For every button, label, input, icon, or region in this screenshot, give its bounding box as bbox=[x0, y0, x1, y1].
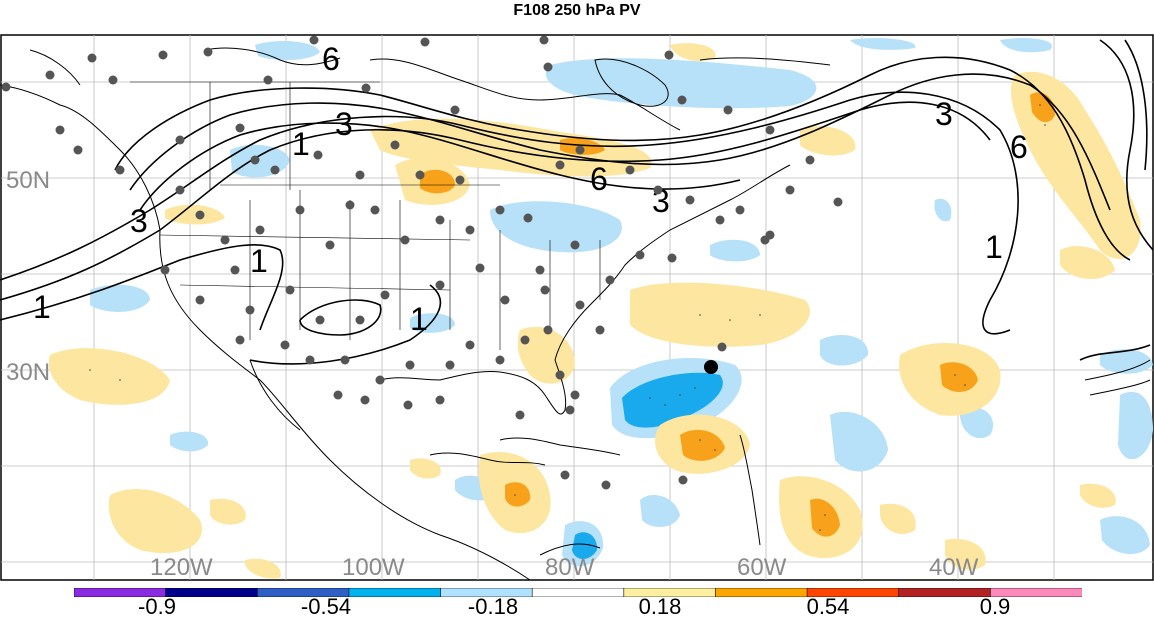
contour-label-1d: 1 bbox=[410, 301, 428, 337]
colorbar-label-4: 0.18 bbox=[638, 594, 682, 619]
stipple bbox=[89, 104, 1046, 531]
negative-anomalies-strong bbox=[572, 372, 723, 559]
chart-title: F108 250 hPa PV bbox=[513, 2, 641, 19]
positive-anomalies-strong bbox=[420, 92, 1055, 537]
coastlines bbox=[0, 47, 1151, 581]
colorbar-label-6: 0.9 bbox=[979, 594, 1011, 619]
contour-label-6b: 6 bbox=[590, 161, 608, 197]
colorbar-label-5: 0.54 bbox=[806, 594, 850, 619]
lon-label-100w: 100W bbox=[342, 554, 405, 581]
contour-labels: 6 3 1 3 6 3 3 1 1 1 3 6 1 bbox=[33, 41, 1028, 337]
contour-label-6a: 6 bbox=[322, 41, 340, 77]
lat-label-30n: 30N bbox=[6, 359, 51, 386]
pv-contours bbox=[0, 39, 1154, 365]
highlight-station-marker bbox=[704, 360, 718, 374]
colorbar-segment bbox=[531, 588, 625, 597]
contour-label-1a: 1 bbox=[292, 126, 310, 162]
contour-label-1b: 1 bbox=[33, 289, 51, 325]
colorbar-label-3: -0.18 bbox=[467, 594, 519, 619]
colorbar-segment bbox=[898, 588, 992, 597]
lat-label-50n: 50N bbox=[6, 167, 51, 194]
colorbar-segment bbox=[990, 588, 1082, 597]
contour-label-3b: 3 bbox=[130, 203, 148, 239]
contour-label-3a: 3 bbox=[335, 106, 353, 142]
colorbar-segment bbox=[715, 588, 808, 597]
colorbar-label-2: -0.54 bbox=[300, 594, 352, 619]
contour-label-1c: 1 bbox=[250, 243, 268, 279]
lon-label-60w: 60W bbox=[737, 554, 787, 581]
colorbar-segment bbox=[165, 588, 259, 597]
lon-label-40w: 40W bbox=[929, 554, 979, 581]
contour-label-1e: 1 bbox=[985, 229, 1003, 265]
colorbar-label-1: -0.9 bbox=[138, 594, 176, 619]
lon-label-120w: 120W bbox=[150, 554, 213, 581]
stations bbox=[1, 35, 843, 490]
colorbar bbox=[74, 588, 1082, 597]
colorbar-segment bbox=[348, 588, 442, 597]
contour-label-6c: 6 bbox=[1010, 129, 1028, 165]
lon-label-80w: 80W bbox=[545, 554, 595, 581]
contour-label-3d: 3 bbox=[935, 96, 953, 132]
